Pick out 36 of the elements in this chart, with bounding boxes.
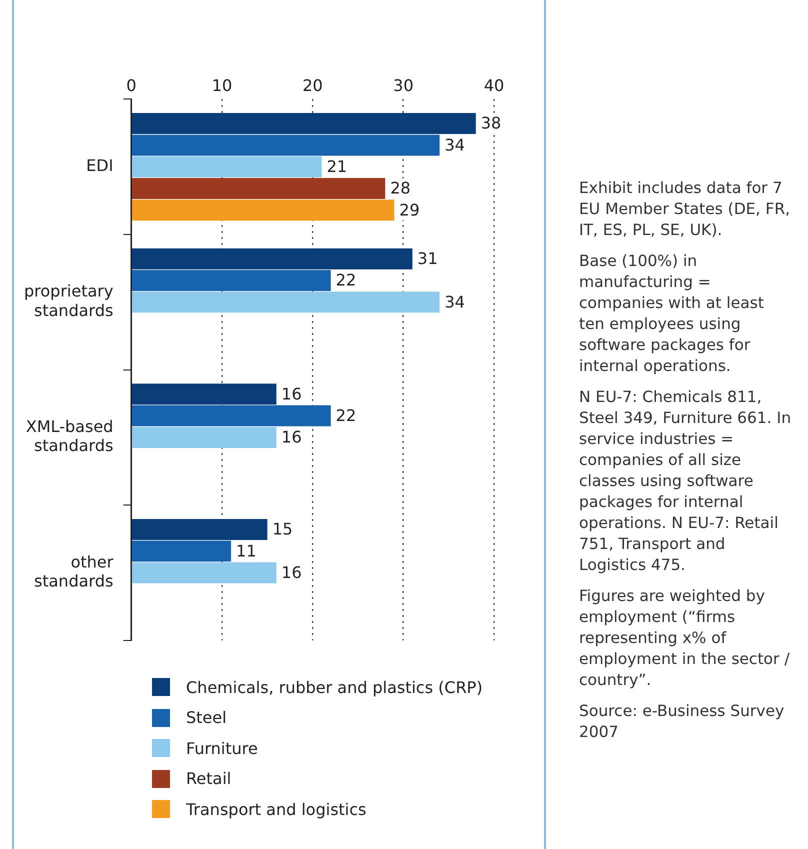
y-tick-label: proprietary standards <box>24 282 114 320</box>
legend-label: Retail <box>186 769 232 788</box>
data-label: 29 <box>399 200 420 220</box>
data-label: 16 <box>281 384 302 404</box>
text: Figures are weighted by employment (“firms representing x% of employment in the sector / country”. <box>579 586 791 691</box>
data-label: 11 <box>236 541 256 560</box>
bar <box>132 200 394 221</box>
data-label: 16 <box>281 428 302 447</box>
data-label: 16 <box>281 562 302 582</box>
x-tick-label: 0 <box>126 76 136 95</box>
data-label: 31 <box>417 249 438 268</box>
x-tick-label: 20 <box>302 76 323 95</box>
x-tick-label: 10 <box>212 76 232 95</box>
legend-label: Chemicals, rubber and plastics (CRP) <box>186 678 483 697</box>
x-tick-label: 30 <box>393 76 414 95</box>
data-label: 21 <box>326 157 348 176</box>
data-label: 22 <box>336 406 356 425</box>
data-label: 15 <box>272 520 293 539</box>
x-tick-label: 40 <box>484 76 504 95</box>
data-label: 28 <box>390 178 411 198</box>
bar <box>132 113 476 134</box>
legend-label: Steel <box>186 708 227 728</box>
bar <box>132 178 386 199</box>
y-tick-label: XML-based standards <box>26 417 114 456</box>
legend-label: Transport and logistics <box>186 800 366 819</box>
legend-label: Furniture <box>186 738 258 758</box>
source-note: Source: e-Business Survey 2007 <box>579 701 786 743</box>
data-label: 34 <box>444 135 465 154</box>
data-label: 38 <box>480 114 502 133</box>
text: N EU-7: Chemicals 811, Steel 349, Furniture 661. In service industries = companies of all size classes using software packages for internal operations. N EU-7: Retail 751, Transport and Logistics 475. <box>579 388 792 574</box>
y-tick-label: EDI <box>86 156 114 176</box>
text: Base (100%) in manufacturing = companies with at least ten employees using software packages for internal operations. <box>579 251 765 377</box>
y-tick-label: other standards <box>34 552 114 591</box>
data-label: 22 <box>336 270 356 290</box>
text: Exhibit includes data for 7 EU Member States (DE, FR, IT, ES, PL, SE, UK). <box>579 178 792 241</box>
data-label: 34 <box>444 292 465 312</box>
